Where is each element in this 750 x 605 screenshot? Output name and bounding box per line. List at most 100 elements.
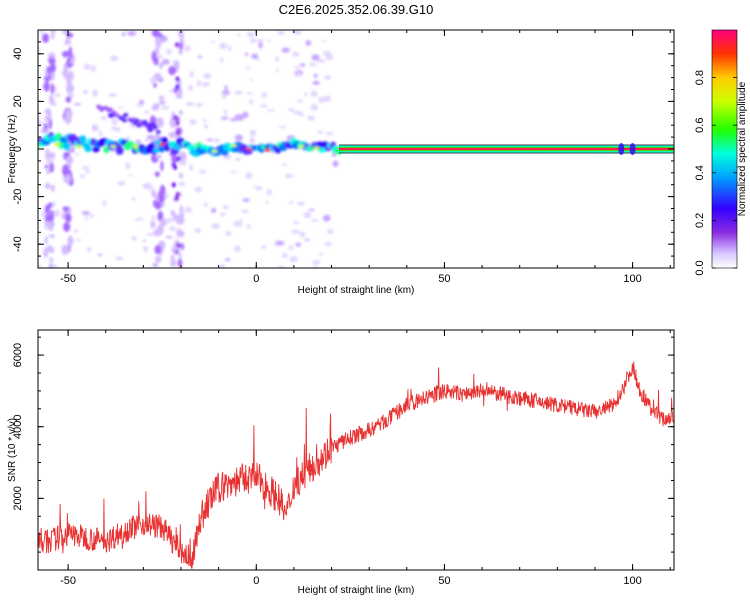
spectrogram-streak-blob bbox=[153, 199, 158, 208]
spectrogram-streak-blob bbox=[67, 235, 74, 247]
spectrogram-noise-blob bbox=[237, 33, 242, 36]
spectrogram-streak-blob bbox=[154, 245, 162, 255]
spectrogram-noise-blob bbox=[219, 263, 225, 268]
spectrogram-streak-blob bbox=[65, 109, 73, 115]
spectrogram-noise-blob bbox=[222, 205, 229, 210]
spectrogram-noise-blob bbox=[73, 153, 80, 156]
spectrogram-noise-blob bbox=[308, 62, 317, 67]
spectrogram-noise-blob bbox=[219, 42, 228, 50]
spectrogram-noise-blob bbox=[316, 59, 326, 63]
spectrogram-noise-blob bbox=[252, 186, 261, 189]
spectrogram-noise-blob bbox=[277, 265, 286, 268]
spectrogram-streak-spot bbox=[175, 83, 180, 89]
spectrogram-diagonal-blob bbox=[122, 113, 128, 118]
spectrogram-noise-blob bbox=[224, 258, 231, 262]
spectrogram-streak-blob bbox=[44, 164, 49, 169]
spectrogram-noise-blob bbox=[220, 116, 229, 120]
spectrogram-streak-blob bbox=[177, 258, 183, 268]
spectrogram-noise-blob bbox=[317, 130, 324, 134]
spectrogram-ridge-core bbox=[339, 147, 674, 151]
spectrogram-streak-blob bbox=[49, 63, 56, 73]
spectrogram-ytick-label: 0 bbox=[12, 146, 24, 152]
spectrogram-streak-blob bbox=[150, 220, 156, 229]
spectrogram-noise-blob bbox=[185, 102, 195, 107]
spectrogram-noise-blob bbox=[325, 53, 334, 61]
spectrogram-streak-blob bbox=[171, 155, 179, 163]
spectrogram-noise-blob bbox=[225, 231, 232, 237]
spectrogram-noise-blob bbox=[245, 172, 253, 180]
spectrogram-streak-blob bbox=[155, 36, 162, 48]
spectrogram-diagonal-blob bbox=[107, 107, 113, 112]
spectrogram-noise-blob bbox=[189, 119, 197, 125]
spectrogram-noise-blob bbox=[332, 160, 339, 168]
spectrogram-noise-blob bbox=[184, 206, 193, 213]
spectrogram-noise-blob bbox=[93, 125, 100, 132]
spectrogram-noise-blob bbox=[152, 263, 158, 268]
spectrogram-streak-blob bbox=[43, 76, 52, 81]
spectrogram-noise-blob bbox=[323, 50, 331, 56]
spectrogram-streak-blob bbox=[181, 242, 185, 251]
spectrogram-streak-blob bbox=[151, 105, 160, 111]
colorbar: 0.0 0.2 0.4 0.6 0.8 Normalized spectral ampl… bbox=[694, 29, 748, 276]
spectrogram-noise-blob bbox=[288, 201, 294, 205]
spectrogram-streak-blob bbox=[61, 244, 70, 255]
spectrogram-noise-blob bbox=[196, 80, 202, 87]
spectrogram-noise-blob bbox=[134, 218, 138, 222]
spectrogram-noise-blob bbox=[125, 162, 130, 170]
spectrogram-streak-blob bbox=[62, 206, 69, 212]
spectrogram-noise-blob bbox=[295, 242, 302, 247]
spectrogram-noise-blob bbox=[249, 137, 256, 144]
spectrogram-noise-blob bbox=[100, 115, 107, 121]
spectrogram-noise-blob bbox=[87, 246, 92, 253]
spectrogram-noise-blob bbox=[258, 41, 263, 49]
spectrogram-noise-blob bbox=[127, 30, 137, 37]
spectrogram-noise-blob bbox=[117, 106, 124, 109]
spectrogram-noise-blob bbox=[256, 39, 265, 43]
spectrogram-streak-blob bbox=[151, 30, 160, 37]
spectrogram-noise-blob bbox=[135, 104, 144, 107]
spectrogram-noise-blob bbox=[324, 242, 333, 247]
spectrogram-noise-blob bbox=[311, 54, 320, 61]
spectrogram-streak-spot bbox=[175, 120, 180, 126]
spectrogram-noise-blob bbox=[211, 223, 220, 229]
spectrogram-noise-blob bbox=[246, 223, 251, 229]
spectrogram-peak-blob bbox=[132, 145, 139, 149]
spectrogram-streak-blob bbox=[67, 57, 71, 62]
spectrogram-diagonal-blob bbox=[136, 123, 142, 128]
spectrogram-noise-blob bbox=[244, 52, 249, 56]
spectrogram-streak-blob bbox=[63, 222, 71, 232]
spectrogram-noise-blob bbox=[83, 89, 88, 95]
spectrogram-noise-blob bbox=[131, 236, 137, 241]
spectrogram-noise-blob bbox=[324, 95, 331, 102]
spectrogram-streak-spot bbox=[175, 191, 180, 197]
spectrogram-streak-blob bbox=[158, 189, 164, 199]
spectrogram-noise-blob bbox=[79, 174, 86, 178]
spectrogram-noise-blob bbox=[246, 31, 255, 38]
spectrogram-noise-blob bbox=[81, 210, 90, 216]
spectrogram-streak-blob bbox=[43, 80, 50, 92]
spectrogram-noise-blob bbox=[222, 93, 227, 100]
spectrogram-streak-spot bbox=[174, 42, 179, 48]
spectrogram-noise-blob bbox=[275, 69, 280, 73]
spectrogram-streak-blob bbox=[158, 100, 166, 105]
spectrogram-streak-spot bbox=[171, 162, 176, 168]
spectrogram-noise-blob bbox=[76, 239, 82, 242]
spectrogram-streak-blob bbox=[64, 112, 72, 125]
spectrogram-peak-blob bbox=[53, 142, 60, 146]
spectrogram-streak-blob bbox=[156, 224, 164, 236]
spectrogram-streak-blob bbox=[151, 50, 157, 62]
spectrogram-streak-blob bbox=[154, 46, 160, 57]
spectrogram-noise-blob bbox=[278, 125, 287, 129]
spectrogram-noise-blob bbox=[240, 209, 250, 213]
spectrogram-streak-blob bbox=[49, 257, 54, 263]
spectrogram-noise-blob bbox=[250, 38, 257, 44]
spectrogram-streak-blob bbox=[151, 189, 157, 198]
spectrogram-xtick-label: 100 bbox=[623, 273, 641, 285]
spectrogram-streak-blob bbox=[158, 62, 164, 69]
spectrogram-noise-blob bbox=[161, 105, 170, 110]
spectrogram-streak-blob bbox=[51, 184, 55, 193]
spectrogram-diagonal-blob bbox=[103, 105, 109, 110]
spectrogram-noise-blob bbox=[234, 90, 243, 95]
spectrogram-noise-blob bbox=[115, 256, 124, 261]
